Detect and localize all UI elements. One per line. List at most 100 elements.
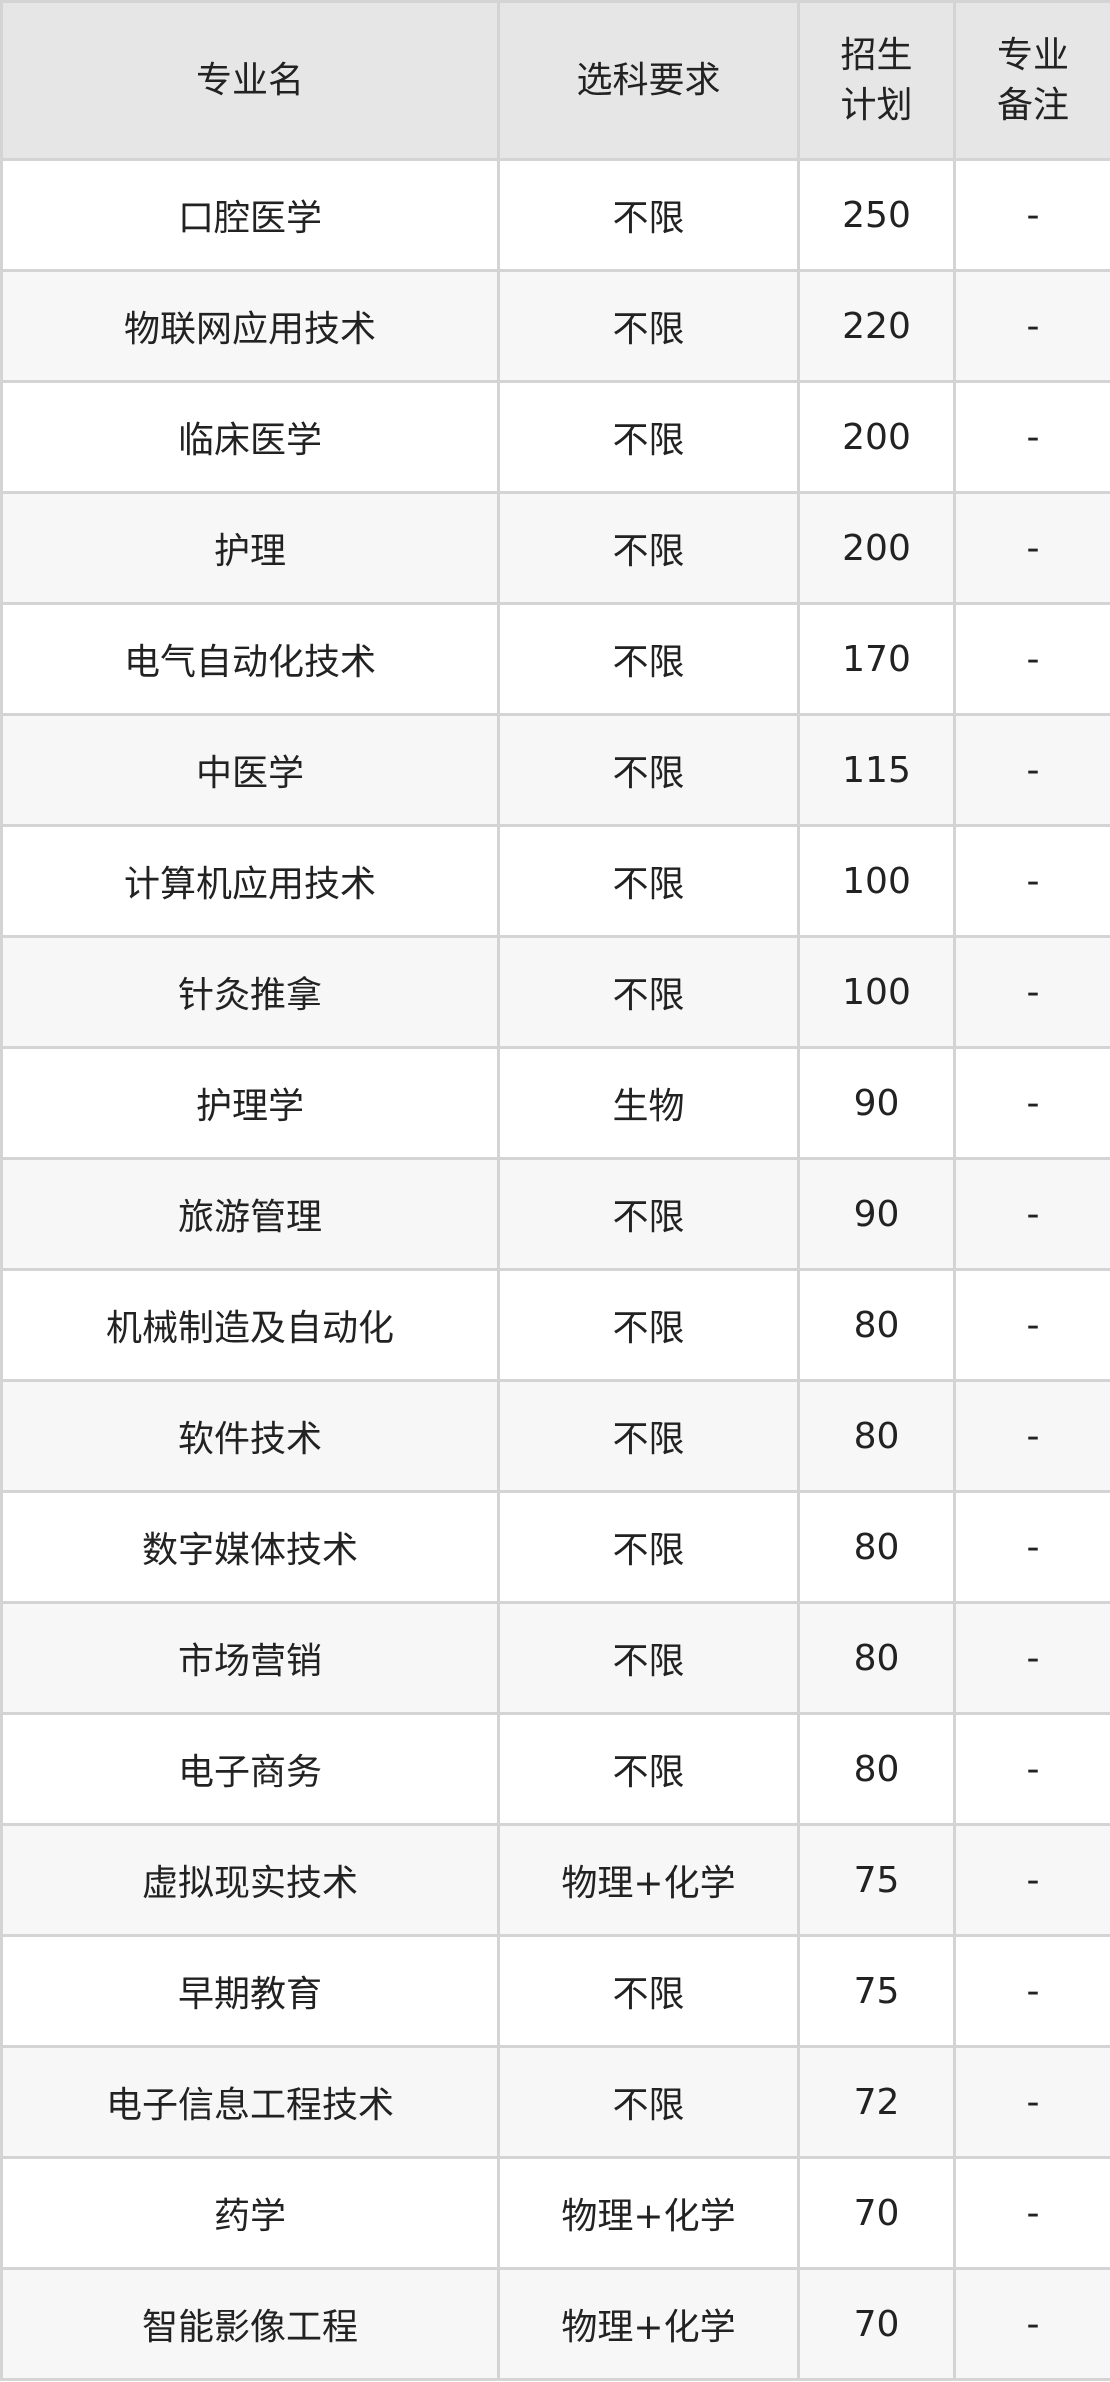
subject-requirement-cell: 不限 xyxy=(497,380,800,494)
enrollment-plan-cell: 80 xyxy=(797,1601,956,1715)
table-row: 旅游管理 不限 90- xyxy=(0,1157,1110,1271)
major-notes-cell: - xyxy=(953,1601,1110,1715)
enrollment-plan-cell: 75 xyxy=(797,1823,956,1937)
major-notes-cell: - xyxy=(953,824,1110,938)
table-row: 市场营销 不限 80- xyxy=(0,1601,1110,1715)
major-name-cell: 智能影像工程 xyxy=(0,2267,500,2381)
table-row: 机械制造及自动化 不限 80- xyxy=(0,1268,1110,1382)
major-name-cell: 机械制造及自动化 xyxy=(0,1268,500,1382)
enrollment-plan-cell: 90 xyxy=(797,1046,956,1160)
header-text: 选科要求 xyxy=(576,59,721,101)
major-name-cell: 电子信息工程技术 xyxy=(0,2045,500,2159)
table-row: 电气自动化技术 不限 170- xyxy=(0,602,1110,716)
major-name-cell: 市场营销 xyxy=(0,1601,500,1715)
table-row: 智能影像工程 物理+化学 70- xyxy=(0,2267,1110,2381)
subject-requirement-cell: 物理+化学 xyxy=(497,2156,800,2270)
header-text: 招生 xyxy=(840,34,913,76)
major-notes-cell: - xyxy=(953,2156,1110,2270)
table-row: 物联网应用技术 不限 220- xyxy=(0,269,1110,383)
table-row: 护理 不限 200- xyxy=(0,491,1110,605)
enrollment-plan-cell: 220 xyxy=(797,269,956,383)
table-row: 电子商务 不限 80- xyxy=(0,1712,1110,1826)
table-row: 中医学 不限 115- xyxy=(0,713,1110,827)
enrollment-plan-cell: 200 xyxy=(797,491,956,605)
major-notes-cell: - xyxy=(953,2045,1110,2159)
major-name-cell: 旅游管理 xyxy=(0,1157,500,1271)
major-name-cell: 护理学 xyxy=(0,1046,500,1160)
enrollment-plan-cell: 115 xyxy=(797,713,956,827)
major-notes-cell: - xyxy=(953,1046,1110,1160)
subject-requirement-cell: 物理+化学 xyxy=(497,1823,800,1937)
enrollment-plan-cell: 250 xyxy=(797,158,956,272)
major-notes-cell: - xyxy=(953,1823,1110,1937)
subject-requirement-cell: 不限 xyxy=(497,1157,800,1271)
enrollment-plan-cell: 70 xyxy=(797,2267,956,2381)
header-major-notes: 专业 备注 xyxy=(953,0,1110,161)
subject-requirement-cell: 不限 xyxy=(497,269,800,383)
enrollment-plan-cell: 90 xyxy=(797,1157,956,1271)
enrollment-plan-cell: 72 xyxy=(797,2045,956,2159)
major-name-cell: 中医学 xyxy=(0,713,500,827)
subject-requirement-cell: 不限 xyxy=(497,824,800,938)
header-text: 计划 xyxy=(840,84,913,126)
table-row: 虚拟现实技术 物理+化学 75- xyxy=(0,1823,1110,1937)
table-row: 针灸推拿 不限 100- xyxy=(0,935,1110,1049)
major-notes-cell: - xyxy=(953,1379,1110,1493)
major-notes-cell: - xyxy=(953,1157,1110,1271)
enrollment-plan-cell: 80 xyxy=(797,1379,956,1493)
table-row: 计算机应用技术 不限 100- xyxy=(0,824,1110,938)
major-name-cell: 电子商务 xyxy=(0,1712,500,1826)
enrollment-plan-cell: 80 xyxy=(797,1490,956,1604)
subject-requirement-cell: 不限 xyxy=(497,935,800,1049)
major-notes-cell: - xyxy=(953,1268,1110,1382)
header-row: 专业名 选科要求 招生计划 专业备注 xyxy=(0,0,1110,161)
subject-requirement-cell: 不限 xyxy=(497,158,800,272)
subject-requirement-cell: 不限 xyxy=(497,1712,800,1826)
table-row: 护理学 生物 90- xyxy=(0,1046,1110,1160)
enrollment-plan-cell: 80 xyxy=(797,1268,956,1382)
subject-requirement-cell: 不限 xyxy=(497,713,800,827)
enrollment-plan-cell: 100 xyxy=(797,935,956,1049)
header-enrollment-plan: 招生 计划 xyxy=(797,0,956,161)
table-row: 早期教育 不限 75- xyxy=(0,1934,1110,2048)
major-notes-cell: - xyxy=(953,1712,1110,1826)
subject-requirement-cell: 不限 xyxy=(497,1379,800,1493)
major-name-cell: 虚拟现实技术 xyxy=(0,1823,500,1937)
major-notes-cell: - xyxy=(953,713,1110,827)
table-row: 数字媒体技术 不限 80- xyxy=(0,1490,1110,1604)
subject-requirement-cell: 不限 xyxy=(497,1934,800,2048)
subject-requirement-cell: 生物 xyxy=(497,1046,800,1160)
table-row: 软件技术 不限 80- xyxy=(0,1379,1110,1493)
enrollment-plan-cell: 200 xyxy=(797,380,956,494)
major-name-cell: 数字媒体技术 xyxy=(0,1490,500,1604)
enrollment-plan-cell: 75 xyxy=(797,1934,956,2048)
header-text: 备注 xyxy=(996,84,1069,126)
subject-requirement-cell: 不限 xyxy=(497,1601,800,1715)
major-notes-cell: - xyxy=(953,491,1110,605)
major-name-cell: 软件技术 xyxy=(0,1379,500,1493)
table-row: 电子信息工程技术 不限 72- xyxy=(0,2045,1110,2159)
table-row: 临床医学 不限 200- xyxy=(0,380,1110,494)
major-name-cell: 药学 xyxy=(0,2156,500,2270)
major-name-cell: 口腔医学 xyxy=(0,158,500,272)
major-notes-cell: - xyxy=(953,935,1110,1049)
major-name-cell: 针灸推拿 xyxy=(0,935,500,1049)
enrollment-plan-cell: 170 xyxy=(797,602,956,716)
major-name-cell: 计算机应用技术 xyxy=(0,824,500,938)
major-notes-cell: - xyxy=(953,1934,1110,2048)
major-notes-cell: - xyxy=(953,602,1110,716)
enrollment-plan-cell: 80 xyxy=(797,1712,956,1826)
major-name-cell: 护理 xyxy=(0,491,500,605)
subject-requirement-cell: 不限 xyxy=(497,1490,800,1604)
subject-requirement-cell: 物理+化学 xyxy=(497,2267,800,2381)
subject-requirement-cell: 不限 xyxy=(497,491,800,605)
major-notes-cell: - xyxy=(953,1490,1110,1604)
header-text: 专业名 xyxy=(195,59,304,101)
table-row: 药学 物理+化学 70- xyxy=(0,2156,1110,2270)
header-text: 专业 xyxy=(996,34,1069,76)
major-name-cell: 临床医学 xyxy=(0,380,500,494)
major-name-cell: 电气自动化技术 xyxy=(0,602,500,716)
header-major-name: 专业名 xyxy=(0,0,500,161)
major-notes-cell: - xyxy=(953,2267,1110,2381)
